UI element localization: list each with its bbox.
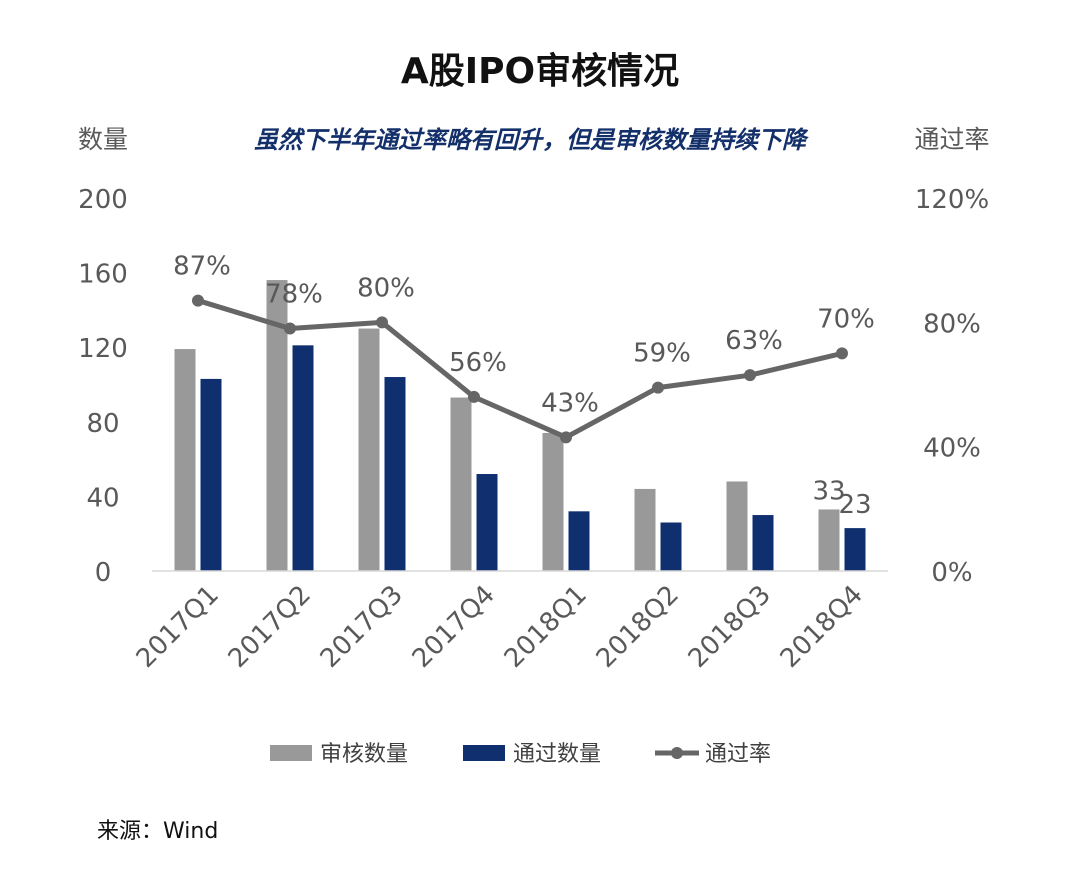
category-labels: 2017Q12017Q22017Q32017Q42018Q12018Q22018… — [131, 580, 869, 674]
legend: 审核数量 通过数量 通过率 — [270, 742, 771, 767]
rate-data-label: 43% — [541, 388, 599, 418]
legend-label: 审核数量 — [320, 742, 408, 767]
bar-通过数量-2017Q1 — [200, 378, 222, 571]
rate-point-2017Q2 — [284, 322, 296, 335]
category-label: 2018Q1 — [499, 580, 593, 674]
legend-swatch-审核数量 — [270, 745, 312, 761]
legend-label: 通过数量 — [513, 742, 601, 767]
bar-审核数量-2018Q4 — [818, 509, 840, 571]
bar-通过数量-2018Q3 — [752, 515, 774, 571]
right-tick-label: 120% — [915, 185, 989, 215]
category-label: 2017Q3 — [315, 580, 409, 674]
right-tick-label: 80% — [923, 309, 981, 339]
rate-data-label: 80% — [357, 273, 415, 303]
category-label: 2017Q4 — [407, 580, 501, 674]
rate-point-2017Q4 — [468, 390, 480, 403]
legend-label: 通过率 — [705, 742, 771, 767]
chart-title: A股IPO审核情况 — [401, 51, 679, 92]
rate-data-label: 56% — [449, 348, 507, 378]
right-tick-label: 0% — [931, 558, 972, 588]
bar-审核数量-2017Q4 — [450, 397, 472, 571]
source-note: 来源：Wind — [97, 819, 218, 844]
bar-通过数量-2018Q2 — [660, 522, 682, 571]
rate-data-label: 59% — [633, 339, 691, 369]
legend-swatch-通过数量 — [463, 745, 505, 761]
category-label: 2018Q3 — [683, 580, 777, 674]
bar-审核数量-2018Q3 — [726, 481, 748, 571]
rate-point-2018Q2 — [652, 381, 664, 394]
legend-marker-通过率 — [671, 747, 683, 759]
bar-data-label: 33 — [812, 476, 845, 506]
bar-审核数量-2017Q1 — [174, 349, 196, 571]
rate-line — [197, 298, 843, 440]
bar-通过数量-2018Q4 — [844, 528, 866, 571]
right-axis-ticks: 0% 40% 80% 120% — [915, 185, 989, 588]
left-axis-ticks: 0 40 80 120 160 200 — [78, 185, 128, 588]
bar-审核数量-2018Q1 — [542, 432, 564, 571]
category-label: 2017Q2 — [223, 580, 317, 674]
left-tick-label: 0 — [95, 558, 112, 588]
category-label: 2017Q1 — [131, 580, 225, 674]
bar-通过数量-2017Q4 — [476, 474, 498, 571]
rate-line-series: 87% 78% 80% 56% 43% 59% 63% 70% — [173, 252, 875, 444]
bar-通过数量-2017Q2 — [292, 345, 314, 571]
left-tick-label: 120 — [78, 334, 128, 364]
chart-subtitle: 虽然下半年通过率略有回升，但是审核数量持续下降 — [254, 126, 809, 154]
category-label: 2018Q2 — [591, 580, 685, 674]
left-axis-title: 数量 — [78, 125, 128, 154]
rate-point-2018Q3 — [744, 369, 756, 382]
rate-point-2017Q3 — [376, 316, 388, 329]
rate-point-2017Q1 — [192, 294, 204, 307]
rate-data-label: 78% — [265, 280, 323, 310]
left-tick-label: 40 — [86, 483, 119, 513]
left-tick-label: 200 — [78, 185, 128, 215]
bar-data-label: 23 — [838, 490, 871, 520]
rate-data-label: 63% — [725, 326, 783, 356]
left-tick-label: 160 — [78, 260, 128, 290]
bar-审核数量-2017Q3 — [358, 328, 380, 571]
bar-通过数量-2018Q1 — [568, 511, 590, 571]
right-tick-label: 40% — [923, 434, 981, 464]
bar-通过数量-2017Q3 — [384, 377, 406, 571]
rate-point-2018Q1 — [560, 431, 572, 444]
bar-审核数量-2017Q2 — [266, 280, 288, 571]
bar-审核数量-2018Q2 — [634, 488, 656, 571]
rate-data-label: 87% — [173, 252, 231, 282]
category-label: 2018Q4 — [775, 580, 869, 674]
rate-point-2018Q4 — [836, 347, 848, 360]
right-axis-title: 通过率 — [914, 125, 989, 154]
left-tick-label: 80 — [86, 409, 119, 439]
rate-data-label: 70% — [817, 304, 875, 334]
